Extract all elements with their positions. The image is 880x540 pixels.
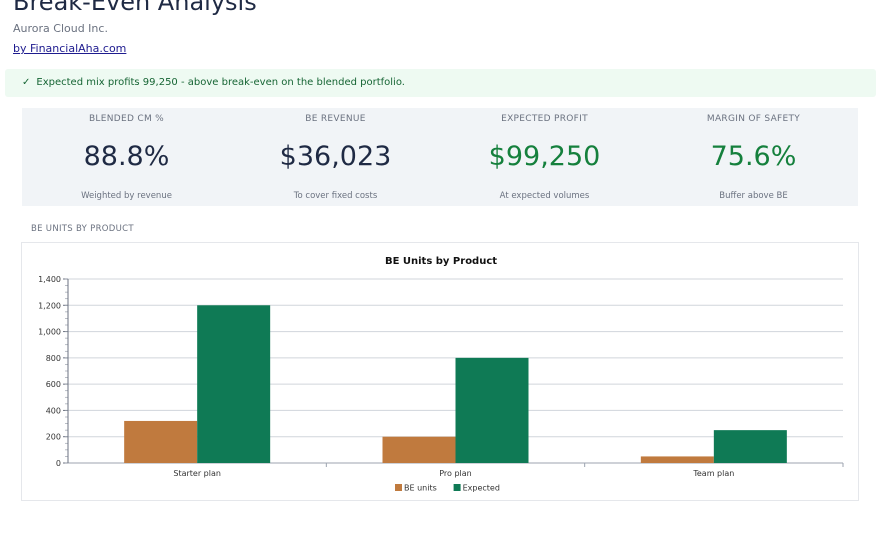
y-tick-label: 400	[46, 406, 61, 415]
company-name: Aurora Cloud Inc.	[13, 22, 108, 35]
y-tick-label: 600	[46, 380, 61, 389]
kpi-subtext: Weighted by revenue	[81, 191, 172, 201]
bar-be-units	[382, 436, 456, 463]
banner-text: Expected mix profits 99,250 - above brea…	[36, 77, 405, 88]
kpi-panel: BLENDED CM % 88.8% Weighted by revenue B…	[22, 108, 858, 206]
y-tick-label: 200	[46, 433, 61, 442]
kpi-label: EXPECTED PROFIT	[501, 114, 588, 124]
byline-link[interactable]: by FinancialAha.com	[13, 42, 127, 55]
y-tick-label: 1,400	[38, 275, 61, 284]
kpi-subtext: At expected volumes	[499, 191, 590, 201]
bar-be-units	[640, 456, 714, 463]
kpi-expected-profit: EXPECTED PROFIT $99,250 At expected volu…	[440, 108, 649, 206]
y-tick-label: 1,200	[38, 301, 61, 310]
kpi-subtext: Buffer above BE	[719, 191, 788, 201]
bar-expected	[455, 357, 529, 463]
be-units-chart: BE Units by Product 0 200 400 600 800 1,000 1,2…	[38, 256, 844, 493]
y-tick-label: 1,000	[38, 328, 61, 337]
kpi-value: 75.6%	[710, 141, 797, 172]
kpi-margin-of-safety: MARGIN OF SAFETY 75.6% Buffer above BE	[649, 108, 858, 206]
kpi-value: $99,250	[488, 141, 601, 172]
legend-label: Expected	[463, 484, 500, 493]
legend-label: BE units	[404, 484, 437, 493]
legend-swatch	[453, 484, 461, 491]
kpi-label: MARGIN OF SAFETY	[706, 114, 801, 124]
x-tick-label: Pro plan	[439, 469, 472, 478]
kpi-be-revenue: BE REVENUE $36,023 To cover fixed costs	[231, 108, 440, 206]
bar-be-units	[124, 420, 198, 463]
section-label: BE UNITS BY PRODUCT	[31, 224, 134, 234]
legend-swatch	[395, 484, 402, 491]
x-tick-label: Team plan	[692, 469, 734, 478]
bar-expected	[197, 305, 271, 463]
kpi-value: $36,023	[279, 141, 392, 172]
y-tick-label: 0	[56, 459, 61, 468]
kpi-blended-cm: BLENDED CM % 88.8% Weighted by revenue	[22, 108, 231, 206]
kpi-label: BLENDED CM %	[88, 114, 165, 124]
bar-expected	[713, 430, 787, 463]
kpi-label: BE REVENUE	[305, 114, 366, 124]
status-banner: ✓ Expected mix profits 99,250 - above bre…	[5, 69, 876, 97]
y-tick-label: 800	[46, 354, 61, 363]
chart-container: BE Units by Product 0 200 400 600 800 1,000 1,2…	[21, 242, 859, 501]
kpi-subtext: To cover fixed costs	[293, 191, 378, 201]
chart-title: BE Units by Product	[385, 256, 497, 267]
check-icon: ✓	[22, 77, 31, 88]
page-title: Break-Even Analysis	[13, 0, 257, 16]
x-tick-label: Starter plan	[173, 469, 221, 478]
kpi-value: 88.8%	[83, 141, 170, 172]
